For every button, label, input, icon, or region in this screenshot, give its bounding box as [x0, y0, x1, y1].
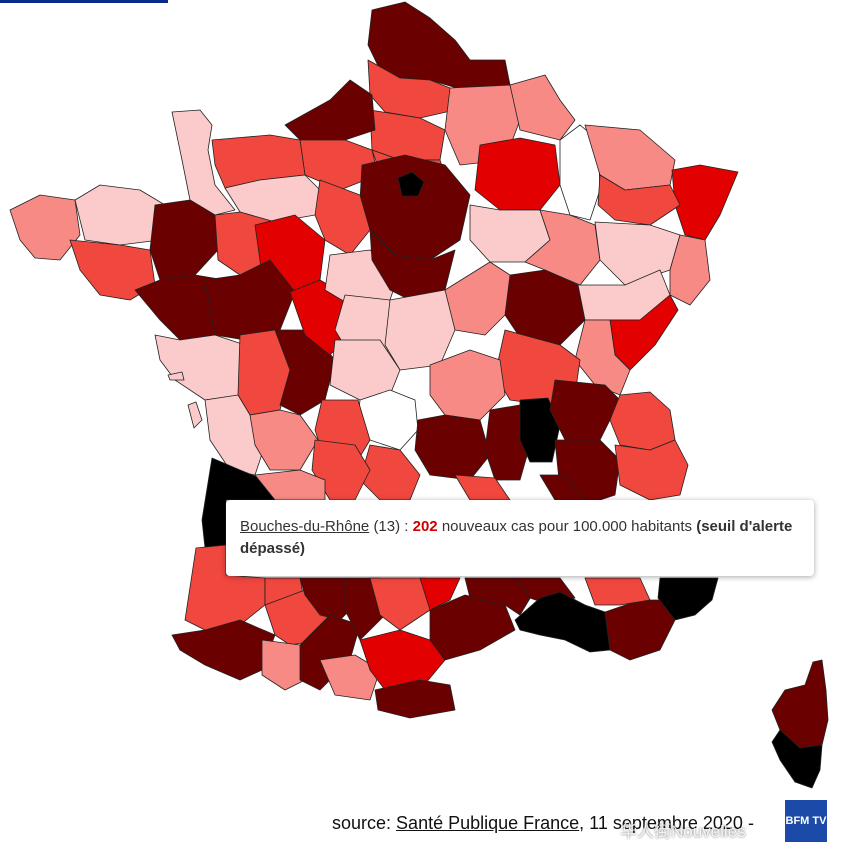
source-prefix: source:	[332, 813, 392, 833]
dept-haute-savoie[interactable]	[609, 391, 676, 451]
dept-savoie[interactable]	[614, 439, 689, 501]
dept-paris[interactable]	[397, 171, 425, 197]
island-oleron	[187, 401, 203, 429]
dept-pyrenees-orientales[interactable]	[374, 679, 456, 719]
dept-ille-et-vilaine[interactable]	[149, 199, 219, 281]
dept-aude[interactable]	[359, 629, 446, 691]
dept-corse-du-sud[interactable]	[771, 729, 823, 789]
dept-vendee[interactable]	[154, 334, 246, 401]
dept-manche[interactable]	[171, 109, 236, 216]
case-rate-value: 202	[412, 518, 438, 535]
island-re	[167, 371, 185, 381]
dept-maine-et-loire[interactable]	[204, 259, 296, 341]
department-tooltip: Bouches-du-Rhône (13) : 202 nouveaux cas…	[226, 500, 814, 576]
dept-ain[interactable]	[549, 379, 621, 441]
dept-somme[interactable]	[369, 109, 446, 161]
dept-alpes-de-haute-provence[interactable]	[584, 577, 651, 606]
dept-pyrenees-atlantiques[interactable]	[171, 619, 276, 681]
dept-aveyron[interactable]	[369, 577, 431, 631]
dept-puy-de-dome[interactable]	[414, 414, 491, 481]
dept-bas-rhin[interactable]	[671, 164, 739, 241]
top-accent-bar	[0, 0, 168, 3]
case-rate-text: nouveaux cas pour 100.000 habitants	[441, 518, 693, 535]
dept-seine-maritime[interactable]	[284, 79, 376, 141]
bfm-logo: BFM TV	[785, 800, 827, 842]
dept-var[interactable]	[604, 599, 676, 661]
alert-status: (seuil d'alerte dépassé)	[240, 518, 793, 557]
dept-lozere[interactable]	[419, 577, 461, 611]
dept-rhone[interactable]	[519, 397, 561, 463]
dept-marne[interactable]	[474, 137, 561, 211]
dept-cote-dor[interactable]	[504, 269, 586, 346]
source-caption: source: Santé Publique France, 11 septem…	[332, 813, 754, 834]
dept-haut-rhin[interactable]	[669, 234, 711, 306]
dept-meurthe[interactable]	[597, 174, 681, 226]
dept-allier[interactable]	[429, 349, 506, 421]
dept-gironde[interactable]	[201, 457, 276, 549]
department-link[interactable]: Bouches-du-Rhône	[240, 518, 370, 535]
dept-alpes-maritimes[interactable]	[657, 577, 719, 621]
dept-cher[interactable]	[384, 289, 456, 371]
dept-nievre[interactable]	[444, 261, 511, 336]
dept-vosges[interactable]	[594, 221, 681, 286]
dept-dordogne[interactable]	[254, 469, 326, 501]
source-date: , 11 septembre 2020 -	[579, 813, 754, 833]
dept-finistere[interactable]	[9, 194, 81, 261]
dept-ardennes[interactable]	[509, 74, 576, 141]
watermark-text: 华人街Nouvelles	[620, 822, 746, 841]
dept-meuse[interactable]	[559, 124, 601, 221]
dept-ariege[interactable]	[319, 654, 381, 701]
dept-hautes-pyrenees[interactable]	[261, 639, 306, 691]
source-link[interactable]: Santé Publique France	[396, 813, 580, 833]
dept-charente[interactable]	[249, 409, 319, 471]
department-code: (13) :	[373, 518, 409, 535]
